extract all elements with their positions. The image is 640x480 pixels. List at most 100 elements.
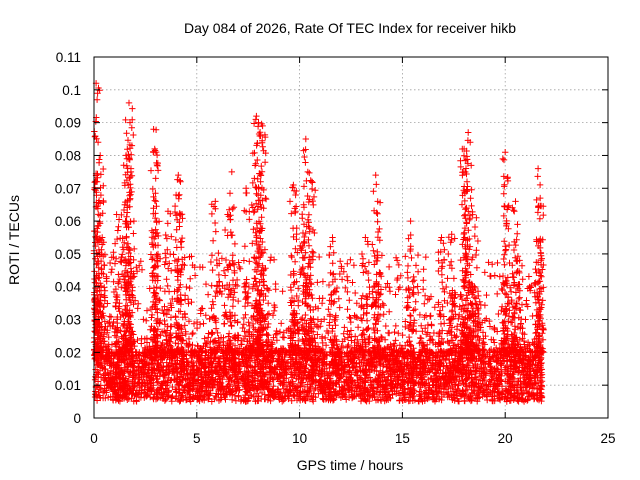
data-point xyxy=(274,385,281,393)
data-point xyxy=(212,228,219,235)
data-point xyxy=(160,378,168,386)
data-point xyxy=(422,387,430,394)
data-point xyxy=(125,99,133,107)
data-point xyxy=(211,219,219,227)
data-point xyxy=(376,225,383,233)
data-point xyxy=(257,253,264,261)
data-point xyxy=(312,187,319,194)
data-point xyxy=(532,380,540,387)
data-point xyxy=(124,240,132,247)
data-point xyxy=(162,382,170,389)
data-point xyxy=(173,226,180,233)
data-point xyxy=(370,247,377,254)
data-point xyxy=(208,252,216,259)
data-point xyxy=(227,216,234,223)
data-point xyxy=(384,393,391,400)
data-point xyxy=(94,378,102,385)
data-point xyxy=(376,391,383,399)
data-point xyxy=(138,390,145,397)
data-point xyxy=(314,357,321,364)
data-point xyxy=(246,216,253,223)
data-point xyxy=(455,360,462,367)
data-point xyxy=(250,209,257,216)
data-point xyxy=(233,387,240,394)
data-point xyxy=(101,385,108,392)
data-point xyxy=(110,397,117,404)
data-point xyxy=(228,396,236,403)
data-point xyxy=(179,358,186,365)
data-point xyxy=(226,190,234,197)
data-point xyxy=(172,361,179,368)
data-point xyxy=(284,392,291,399)
data-point xyxy=(277,390,285,397)
data-point xyxy=(429,391,436,398)
data-point xyxy=(311,386,318,394)
data-point xyxy=(286,198,294,205)
data-point xyxy=(304,168,311,176)
data-point xyxy=(310,249,317,256)
data-point xyxy=(254,156,261,164)
data-point xyxy=(335,376,342,384)
data-point xyxy=(367,382,375,389)
data-point xyxy=(154,395,161,402)
data-point xyxy=(147,167,155,174)
data-point xyxy=(429,396,437,403)
data-point xyxy=(242,185,250,192)
data-point xyxy=(221,226,229,234)
data-point xyxy=(178,234,186,242)
data-point xyxy=(228,232,235,239)
data-point xyxy=(287,286,295,294)
data-point xyxy=(333,391,340,399)
data-point xyxy=(129,105,136,112)
data-point xyxy=(497,389,505,397)
data-point xyxy=(374,218,381,225)
data-point xyxy=(289,225,297,232)
data-point xyxy=(212,198,219,205)
data-point xyxy=(302,311,309,319)
data-point xyxy=(231,240,239,248)
data-point xyxy=(211,355,219,362)
data-point xyxy=(175,171,182,179)
data-point xyxy=(115,223,122,230)
data-point xyxy=(120,162,127,169)
data-point xyxy=(341,367,349,375)
data-point xyxy=(329,234,336,241)
data-point xyxy=(310,201,317,209)
data-point xyxy=(454,385,461,393)
data-point xyxy=(168,323,175,330)
data-point xyxy=(307,356,314,363)
data-point xyxy=(257,178,264,185)
data-point xyxy=(380,370,387,378)
data-point xyxy=(425,390,432,397)
data-point xyxy=(283,360,291,367)
data-point xyxy=(456,355,464,362)
data-point xyxy=(130,131,137,139)
data-point xyxy=(114,227,121,234)
data-point xyxy=(302,135,309,143)
data-point xyxy=(349,393,357,401)
data-point xyxy=(188,357,195,365)
data-point xyxy=(468,397,475,404)
data-point xyxy=(236,386,243,393)
data-point xyxy=(288,252,295,259)
data-point xyxy=(171,202,179,210)
data-point xyxy=(489,374,497,381)
data-point xyxy=(169,357,176,365)
data-point xyxy=(309,362,316,370)
data-point xyxy=(153,251,160,259)
data-point xyxy=(373,181,380,188)
data-point xyxy=(210,301,217,308)
data-point xyxy=(489,387,496,394)
data-point xyxy=(309,197,316,205)
data-point xyxy=(178,244,185,251)
data-point xyxy=(151,145,158,153)
data-point xyxy=(242,371,249,378)
data-point xyxy=(116,398,124,405)
data-point xyxy=(373,358,380,365)
data-point xyxy=(229,303,237,310)
data-point xyxy=(130,364,137,371)
data-point xyxy=(480,387,487,395)
data-point xyxy=(93,96,101,103)
data-point xyxy=(246,258,253,265)
